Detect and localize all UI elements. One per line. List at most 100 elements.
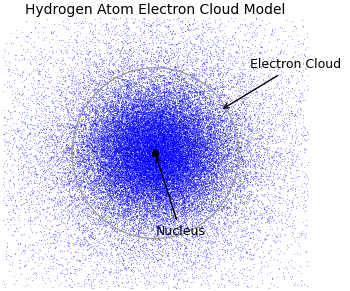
- Point: [203, 166, 208, 170]
- Point: [128, 125, 134, 129]
- Point: [168, 129, 173, 134]
- Point: [120, 227, 126, 231]
- Point: [132, 106, 137, 110]
- Point: [211, 178, 217, 182]
- Point: [43, 51, 49, 56]
- Point: [122, 169, 128, 174]
- Point: [169, 102, 175, 107]
- Point: [104, 124, 109, 128]
- Point: [153, 162, 159, 167]
- Point: [134, 152, 139, 157]
- Point: [114, 171, 120, 176]
- Point: [166, 111, 172, 116]
- Point: [135, 146, 141, 151]
- Point: [146, 128, 152, 133]
- Point: [225, 136, 231, 141]
- Point: [14, 226, 20, 230]
- Point: [125, 216, 131, 221]
- Point: [176, 126, 182, 130]
- Point: [122, 153, 128, 158]
- Point: [147, 183, 153, 187]
- Point: [168, 171, 173, 175]
- Point: [211, 131, 217, 136]
- Point: [219, 129, 225, 134]
- Point: [89, 212, 95, 216]
- Point: [94, 166, 100, 170]
- Point: [146, 196, 151, 200]
- Point: [84, 170, 90, 175]
- Point: [167, 123, 172, 128]
- Point: [224, 38, 229, 43]
- Point: [190, 102, 196, 107]
- Point: [119, 118, 125, 123]
- Point: [128, 178, 133, 183]
- Point: [161, 134, 167, 138]
- Point: [178, 124, 184, 129]
- Point: [155, 143, 161, 148]
- Point: [224, 128, 230, 133]
- Point: [160, 118, 166, 123]
- Point: [123, 151, 129, 155]
- Point: [173, 109, 178, 113]
- Point: [86, 42, 92, 46]
- Point: [148, 153, 154, 157]
- Point: [139, 179, 145, 183]
- Point: [129, 165, 135, 169]
- Point: [150, 161, 155, 166]
- Point: [149, 164, 155, 169]
- Point: [154, 182, 160, 186]
- Point: [89, 155, 95, 159]
- Point: [220, 128, 226, 132]
- Point: [120, 141, 126, 145]
- Point: [181, 132, 187, 136]
- Point: [244, 89, 249, 94]
- Point: [166, 187, 172, 191]
- Point: [253, 26, 259, 30]
- Point: [155, 196, 161, 201]
- Point: [161, 182, 166, 187]
- Point: [157, 147, 163, 151]
- Point: [208, 136, 214, 141]
- Point: [183, 245, 189, 249]
- Point: [119, 140, 125, 144]
- Point: [96, 106, 101, 110]
- Point: [162, 104, 167, 109]
- Point: [100, 136, 106, 140]
- Point: [112, 133, 118, 138]
- Point: [267, 94, 273, 98]
- Point: [119, 114, 124, 119]
- Point: [154, 100, 160, 105]
- Point: [128, 147, 134, 151]
- Point: [136, 68, 142, 72]
- Point: [243, 118, 249, 123]
- Point: [107, 111, 112, 116]
- Point: [74, 159, 79, 164]
- Point: [205, 146, 210, 150]
- Point: [178, 206, 183, 210]
- Point: [158, 157, 163, 162]
- Point: [104, 129, 110, 134]
- Point: [93, 105, 98, 109]
- Point: [274, 150, 280, 155]
- Point: [206, 88, 211, 92]
- Point: [203, 184, 208, 189]
- Point: [141, 155, 147, 159]
- Point: [98, 183, 103, 187]
- Point: [197, 163, 202, 167]
- Point: [129, 166, 135, 170]
- Point: [190, 157, 196, 162]
- Point: [100, 117, 106, 122]
- Point: [127, 141, 132, 146]
- Point: [156, 159, 162, 164]
- Point: [146, 261, 152, 265]
- Point: [207, 223, 212, 228]
- Point: [175, 122, 181, 127]
- Point: [143, 145, 148, 149]
- Point: [165, 153, 171, 158]
- Point: [153, 180, 159, 185]
- Point: [142, 231, 148, 235]
- Point: [112, 135, 117, 140]
- Point: [73, 179, 78, 184]
- Point: [182, 125, 188, 129]
- Point: [156, 116, 161, 120]
